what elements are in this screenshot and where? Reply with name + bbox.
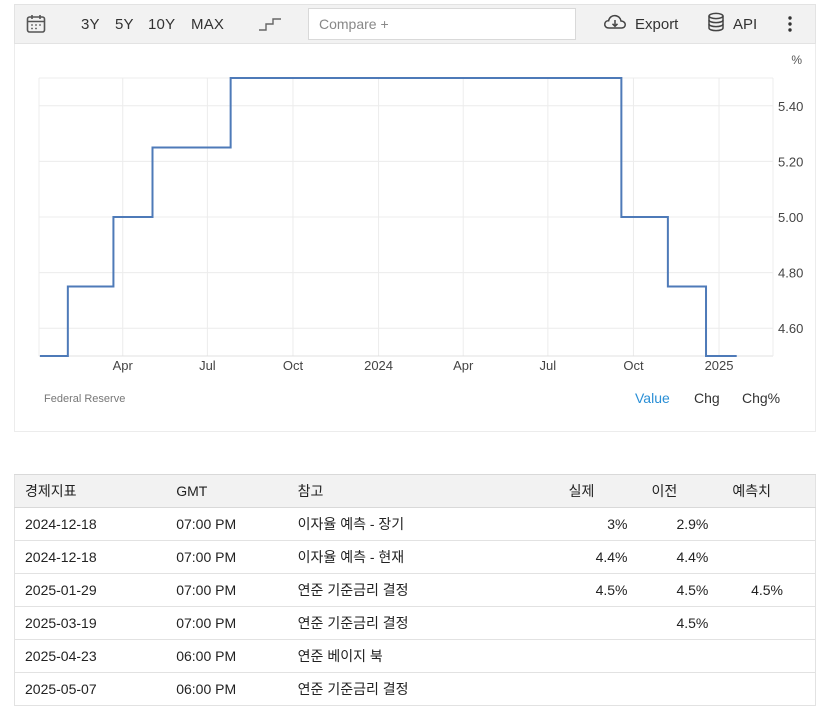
api-button[interactable]: API — [707, 5, 757, 43]
header-indicator: 경제지표 — [14, 474, 167, 508]
table-row[interactable]: 2024-12-18 07:00 PM 이자율 예측 - 장기 3% 2.9% — [14, 507, 816, 541]
row-time: 07:00 PM — [166, 540, 298, 574]
row-reference[interactable]: 연준 기준금리 결정 — [297, 672, 557, 706]
row-actual — [556, 672, 638, 706]
y-tick-label: 5.40 — [778, 99, 803, 114]
y-tick-label: 5.20 — [778, 154, 803, 169]
row-forecast — [718, 672, 816, 706]
data-point — [111, 215, 115, 219]
vertical-dots-icon[interactable] — [787, 5, 793, 43]
row-reference[interactable]: 연준 베이지 북 — [297, 639, 557, 673]
x-tick-label: Jul — [199, 358, 216, 373]
data-point — [150, 146, 154, 150]
x-tick-label: Oct — [283, 358, 304, 373]
row-previous: 4.4% — [637, 540, 719, 574]
header-gmt: GMT — [166, 474, 298, 508]
row-time: 06:00 PM — [166, 639, 298, 673]
header-actual: 실제 — [556, 474, 638, 508]
interest-rate-chart: 4.60 4.80 5.00 5.20 5.40% Apr Jul Oct 2024 Apr Jul… — [38, 53, 803, 373]
y-unit-label: % — [791, 53, 802, 67]
header-forecast: 예측치 — [718, 474, 816, 508]
export-button[interactable]: Export — [603, 5, 678, 43]
row-time: 07:00 PM — [166, 606, 298, 640]
y-tick-label: 4.60 — [778, 321, 803, 336]
calendar-icon[interactable] — [25, 5, 47, 43]
x-tick-label: 2025 — [705, 358, 734, 373]
row-actual: 4.4% — [556, 540, 638, 574]
row-reference[interactable]: 연준 기준금리 결정 — [297, 573, 557, 607]
export-label: Export — [635, 15, 679, 33]
row-actual: 3% — [556, 507, 638, 541]
row-previous: 4.5% — [637, 573, 719, 607]
header-reference: 참고 — [297, 474, 557, 508]
tab-chg[interactable]: Chg — [694, 390, 720, 406]
source-label: Federal Reserve — [44, 393, 126, 405]
database-icon — [707, 12, 725, 36]
row-forecast — [718, 540, 816, 574]
range-max-button[interactable]: MAX — [191, 15, 225, 33]
row-previous: 2.9% — [637, 507, 719, 541]
row-previous — [637, 639, 719, 673]
range-3y-button[interactable]: 3Y — [81, 15, 100, 33]
chart-toolbar: 3Y 5Y 10Y MAX Compare + Export API — [14, 4, 816, 44]
tab-value[interactable]: Value — [635, 390, 670, 406]
row-forecast — [718, 507, 816, 541]
range-10y-button[interactable]: 10Y — [148, 15, 176, 33]
row-time: 07:00 PM — [166, 507, 298, 541]
row-actual — [556, 639, 638, 673]
row-forecast: 4.5% — [718, 573, 816, 607]
x-tick-label: Apr — [113, 358, 134, 373]
step-line-icon[interactable] — [258, 5, 282, 43]
table-row[interactable]: 2025-05-07 06:00 PM 연준 기준금리 결정 — [14, 672, 816, 706]
row-date: 2025-04-23 — [14, 639, 167, 673]
row-date: 2025-05-07 — [14, 672, 167, 706]
data-point — [619, 215, 623, 219]
row-actual: 4.5% — [556, 573, 638, 607]
data-point — [704, 354, 708, 358]
y-tick-label: 4.80 — [778, 266, 803, 281]
row-actual — [556, 606, 638, 640]
row-time: 06:00 PM — [166, 672, 298, 706]
row-date: 2025-03-19 — [14, 606, 167, 640]
table-row[interactable]: 2025-04-23 06:00 PM 연준 베이지 북 — [14, 639, 816, 673]
range-5y-button[interactable]: 5Y — [115, 15, 134, 33]
header-previous: 이전 — [637, 474, 719, 508]
row-reference[interactable]: 이자율 예측 - 현재 — [297, 540, 557, 574]
row-date: 2024-12-18 — [14, 540, 167, 574]
data-point — [735, 354, 739, 358]
data-point — [66, 285, 70, 289]
table-row[interactable]: 2025-01-29 07:00 PM 연준 기준금리 결정 4.5% 4.5% 4.5% — [14, 573, 816, 607]
row-date: 2024-12-18 — [14, 507, 167, 541]
series-line — [39, 77, 737, 357]
data-point — [666, 285, 670, 289]
economic-calendar-table: 경제지표 GMT 참고 실제 이전 예측치 2024-12-18 07:00 PM… — [14, 474, 816, 706]
compare-input[interactable]: Compare + — [308, 8, 576, 40]
chart-panel: 4.60 4.80 5.00 5.20 5.40% Apr Jul Oct 2024 Apr Jul… — [14, 44, 816, 432]
table-row[interactable]: 2024-12-18 07:00 PM 이자율 예측 - 현재 4.4% 4.4% — [14, 540, 816, 574]
row-date: 2025-01-29 — [14, 573, 167, 607]
table-row[interactable]: 2025-03-19 07:00 PM 연준 기준금리 결정 4.5% — [14, 606, 816, 640]
tab-chg-percent[interactable]: Chg% — [742, 390, 781, 406]
table-header-row: 경제지표 GMT 참고 실제 이전 예측치 — [14, 474, 816, 508]
row-time: 07:00 PM — [166, 573, 298, 607]
data-point — [38, 354, 42, 358]
row-reference[interactable]: 연준 기준금리 결정 — [297, 606, 557, 640]
row-reference[interactable]: 이자율 예측 - 장기 — [297, 507, 557, 541]
x-tick-label: Apr — [453, 358, 474, 373]
y-tick-label: 5.00 — [778, 210, 803, 225]
x-tick-label: 2024 — [364, 358, 393, 373]
row-forecast — [718, 606, 816, 640]
api-label: API — [733, 15, 758, 33]
row-previous — [637, 672, 719, 706]
x-tick-label: Jul — [540, 358, 557, 373]
data-point — [229, 76, 233, 80]
x-tick-label: Oct — [623, 358, 644, 373]
cloud-download-icon — [603, 13, 627, 35]
row-forecast — [718, 639, 816, 673]
row-previous: 4.5% — [637, 606, 719, 640]
